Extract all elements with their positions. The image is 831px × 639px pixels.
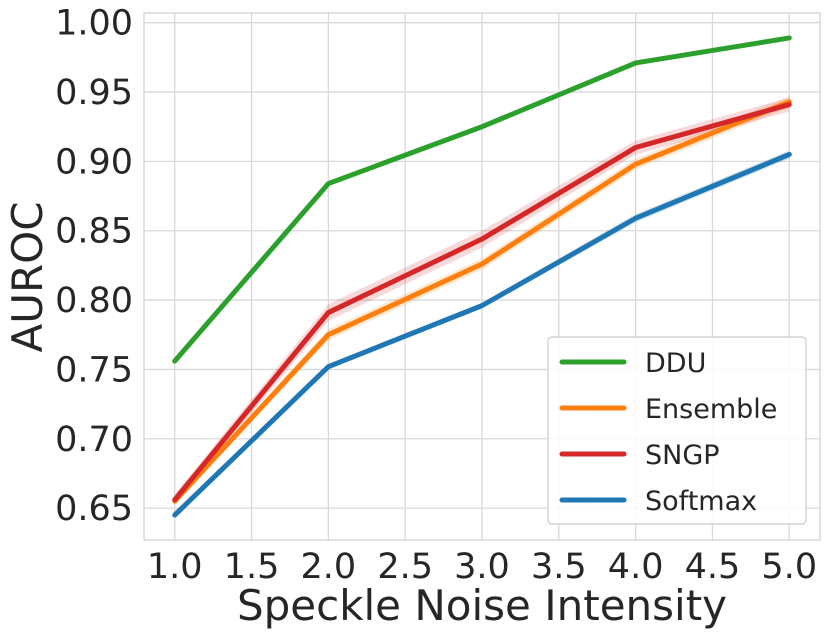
- softmax-point: [172, 512, 177, 518]
- x-tick-label: 3.5: [531, 547, 587, 587]
- ddu-point: [633, 60, 638, 66]
- softmax-point: [326, 364, 331, 369]
- series-lines: [172, 35, 792, 518]
- y-tick-label: 1.00: [55, 4, 133, 44]
- y-axis-label: AUROC: [3, 201, 52, 352]
- x-tick-label: 1.0: [147, 547, 203, 587]
- sngp-legend-label: SNGP: [645, 440, 720, 471]
- sngp-point: [172, 497, 177, 502]
- ensemble-legend-label: Ensemble: [645, 394, 777, 425]
- ddu-point: [479, 124, 485, 129]
- softmax-point: [633, 216, 638, 221]
- x-tick-label: 1.5: [224, 547, 280, 587]
- ddu-point: [172, 358, 177, 364]
- y-tick-label: 0.70: [55, 420, 133, 460]
- plot-frame: [143, 12, 821, 541]
- sngp-point: [787, 102, 792, 107]
- legend-box: [547, 336, 807, 525]
- y-tick-label: 0.75: [55, 350, 133, 390]
- sngp-point: [326, 310, 331, 315]
- x-tick-label: 4.5: [685, 547, 741, 587]
- x-tick-label: 2.0: [301, 547, 357, 587]
- y-tick-label: 0.80: [55, 281, 133, 321]
- ddu-point: [326, 181, 331, 186]
- ensemble-point: [326, 332, 331, 337]
- ddu-legend-label: DDU: [645, 348, 706, 379]
- x-tick-label: 2.5: [377, 547, 433, 587]
- sngp-point: [479, 236, 485, 242]
- x-tick-label: 4.0: [608, 547, 664, 587]
- y-tick-label: 0.65: [55, 489, 133, 529]
- y-tick-label: 0.85: [55, 212, 133, 252]
- x-tick-labels: 1.0 1.5 2.0 2.5 3.0 3.5 4.0 4.5 5.0: [147, 547, 817, 587]
- softmax-point: [787, 152, 792, 157]
- x-axis-label: Speckle Noise Intensity: [237, 581, 727, 630]
- sngp-point: [633, 145, 638, 150]
- y-tick-label: 0.90: [55, 142, 133, 182]
- ensemble-point: [479, 261, 485, 267]
- x-tick-label: 3.0: [454, 547, 510, 587]
- softmax-point: [479, 303, 485, 308]
- ensemble-point: [633, 161, 638, 167]
- ddu-point: [787, 35, 792, 41]
- y-tick-labels: 0.65 0.70 0.75 0.80 0.85 0.90 0.95 1.00: [55, 4, 133, 529]
- legend: DDU Ensemble SNGP Softmax: [547, 336, 807, 525]
- softmax-legend-label: Softmax: [645, 486, 757, 517]
- y-tick-label: 0.95: [55, 73, 133, 113]
- x-tick-label: 5.0: [761, 547, 817, 587]
